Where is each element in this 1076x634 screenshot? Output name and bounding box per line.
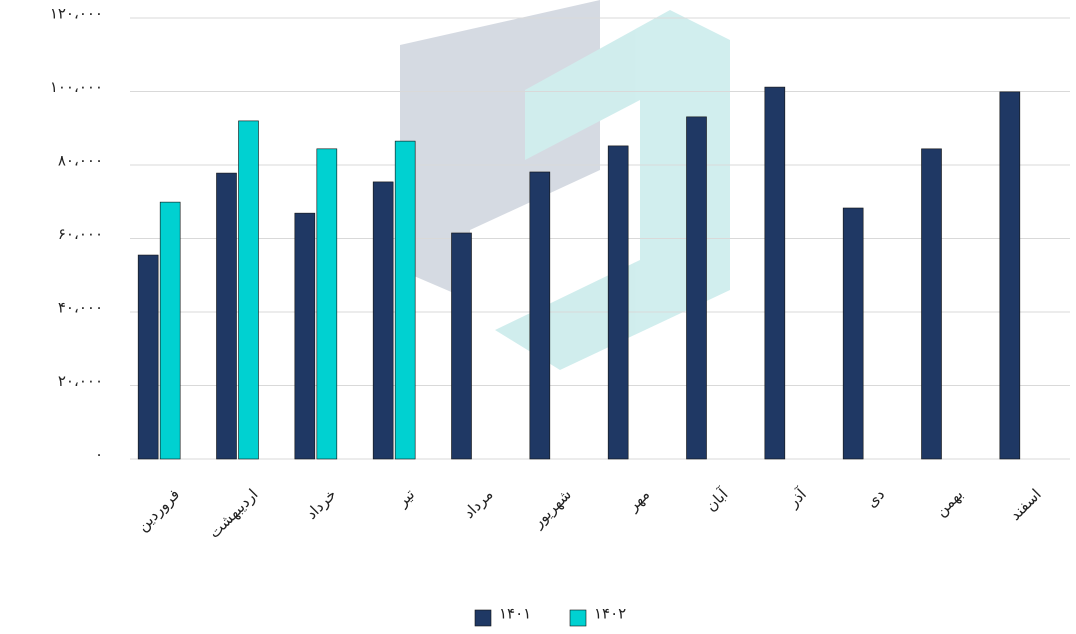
bar [159,201,181,460]
watermark [400,0,730,370]
legend-label: ۱۴۰۲ [594,605,626,623]
bar [316,148,338,460]
bar [999,91,1021,460]
x-tick-label: آذر [784,485,811,512]
y-tick-label: ۲۰،۰۰۰ [58,372,103,390]
bar [238,120,259,460]
bar [764,86,786,460]
y-tick-label: ۴۰،۰۰۰ [58,299,103,317]
y-tick-label: ۶۰،۰۰۰ [58,225,103,243]
bar [216,172,237,460]
legend-swatch [474,609,492,627]
x-tick-label: بهمن [932,485,967,520]
x-tick-label: آبان [702,485,732,515]
x-tick-label: شهریور [528,485,575,532]
bar [394,140,416,460]
x-tick-label: فروردین [134,485,184,535]
y-tick-label: ۸۰،۰۰۰ [58,152,103,170]
x-tick-label: خرداد [302,485,340,523]
bar [607,145,629,460]
y-tick-label: ۱۲۰،۰۰۰ [50,5,103,23]
y-tick-label: ۰ [95,446,103,464]
x-tick-label: تیر [393,485,418,510]
bar [294,212,316,460]
bar [529,171,551,460]
bar [137,254,159,460]
bar [372,181,394,460]
legend-label: ۱۴۰۱ [499,605,531,623]
bar [451,232,472,460]
bar [921,148,942,460]
x-tick-label: مهر [623,485,653,515]
x-tick-label: دی [862,485,888,511]
y-tick-label: ۱۰۰،۰۰۰ [50,78,103,96]
x-tick-label: اسفند [1006,485,1045,524]
legend-swatch [569,609,587,627]
bar [686,116,707,460]
x-tick-label: مرداد [460,485,497,522]
x-tick-label: اردیبهشت [205,485,261,541]
bar [842,207,864,460]
